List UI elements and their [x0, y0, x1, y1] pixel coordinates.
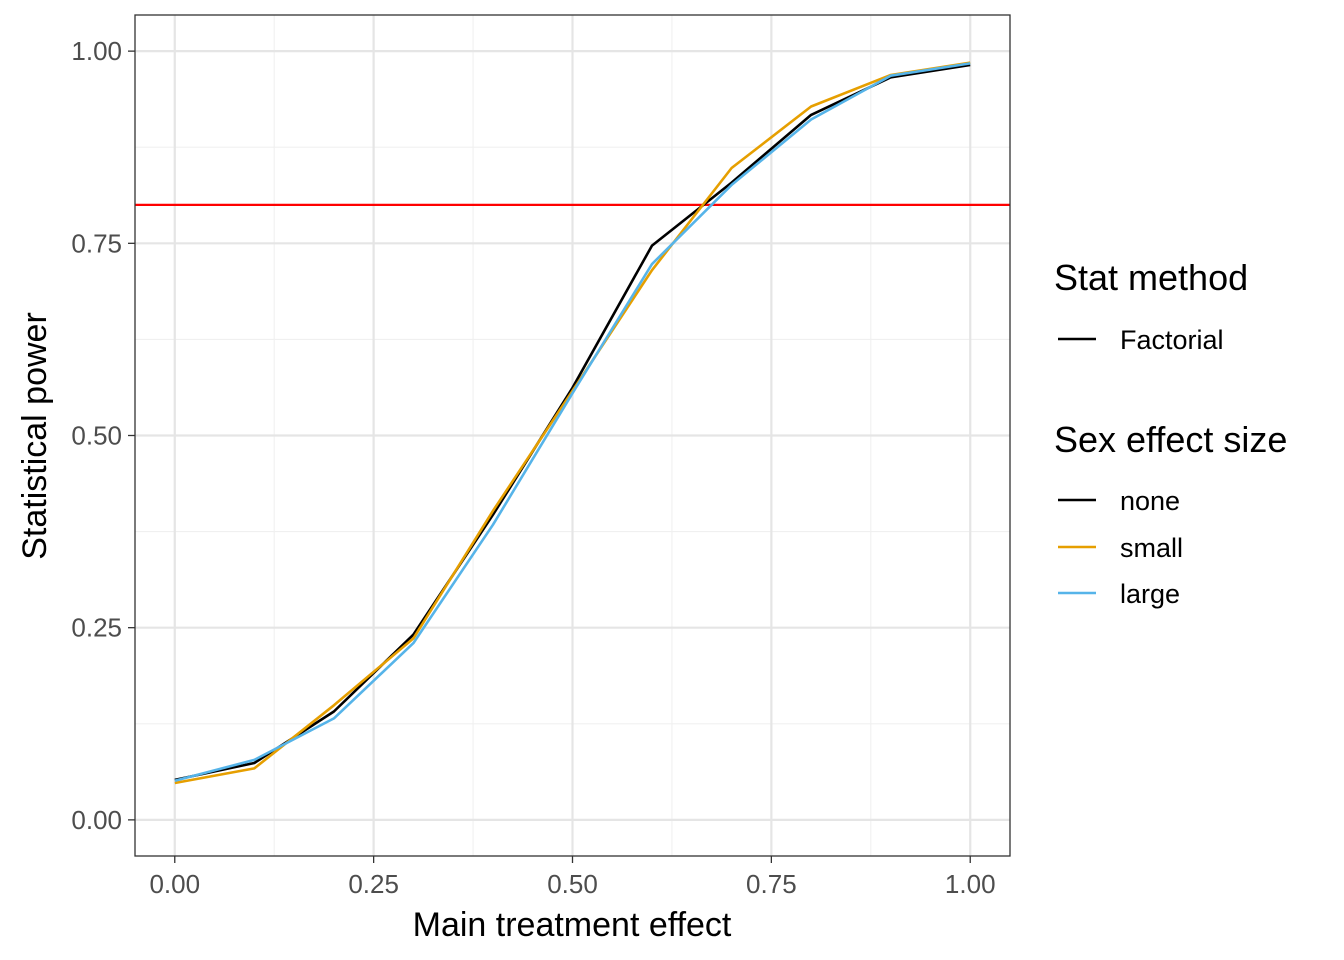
legend-label-small: small: [1120, 533, 1183, 563]
legend-label-factorial: Factorial: [1120, 325, 1224, 355]
legend: Stat method Factorial Sex effect size no…: [1054, 257, 1287, 609]
x-axis: 0.00 0.25 0.50 0.75 1.00: [149, 856, 996, 899]
y-tick-label: 0.25: [71, 613, 122, 643]
legend-label-large: large: [1120, 579, 1180, 609]
y-tick-label: 0.50: [71, 421, 122, 451]
legend-title-stat-method: Stat method: [1054, 257, 1248, 298]
y-tick-label: 1.00: [71, 36, 122, 66]
legend-label-none: none: [1120, 486, 1180, 516]
x-tick-label: 0.75: [746, 869, 797, 899]
series-lines: [174, 61, 971, 785]
x-tick-label: 0.50: [547, 869, 598, 899]
x-tick-label: 1.00: [945, 869, 996, 899]
y-axis-title: Statistical power: [16, 312, 54, 560]
x-axis-title: Main treatment effect: [413, 906, 732, 944]
x-tick-label: 0.25: [348, 869, 399, 899]
series-line-none: [174, 63, 971, 782]
legend-title-sex-effect-size: Sex effect size: [1054, 419, 1287, 460]
y-tick-label: 0.00: [71, 805, 122, 835]
y-axis: 0.00 0.25 0.50 0.75 1.00: [71, 36, 135, 835]
major-gridlines: [135, 15, 1010, 856]
x-tick-label: 0.00: [149, 869, 200, 899]
series-line-large: [174, 62, 971, 782]
y-tick-label: 0.75: [71, 228, 122, 258]
